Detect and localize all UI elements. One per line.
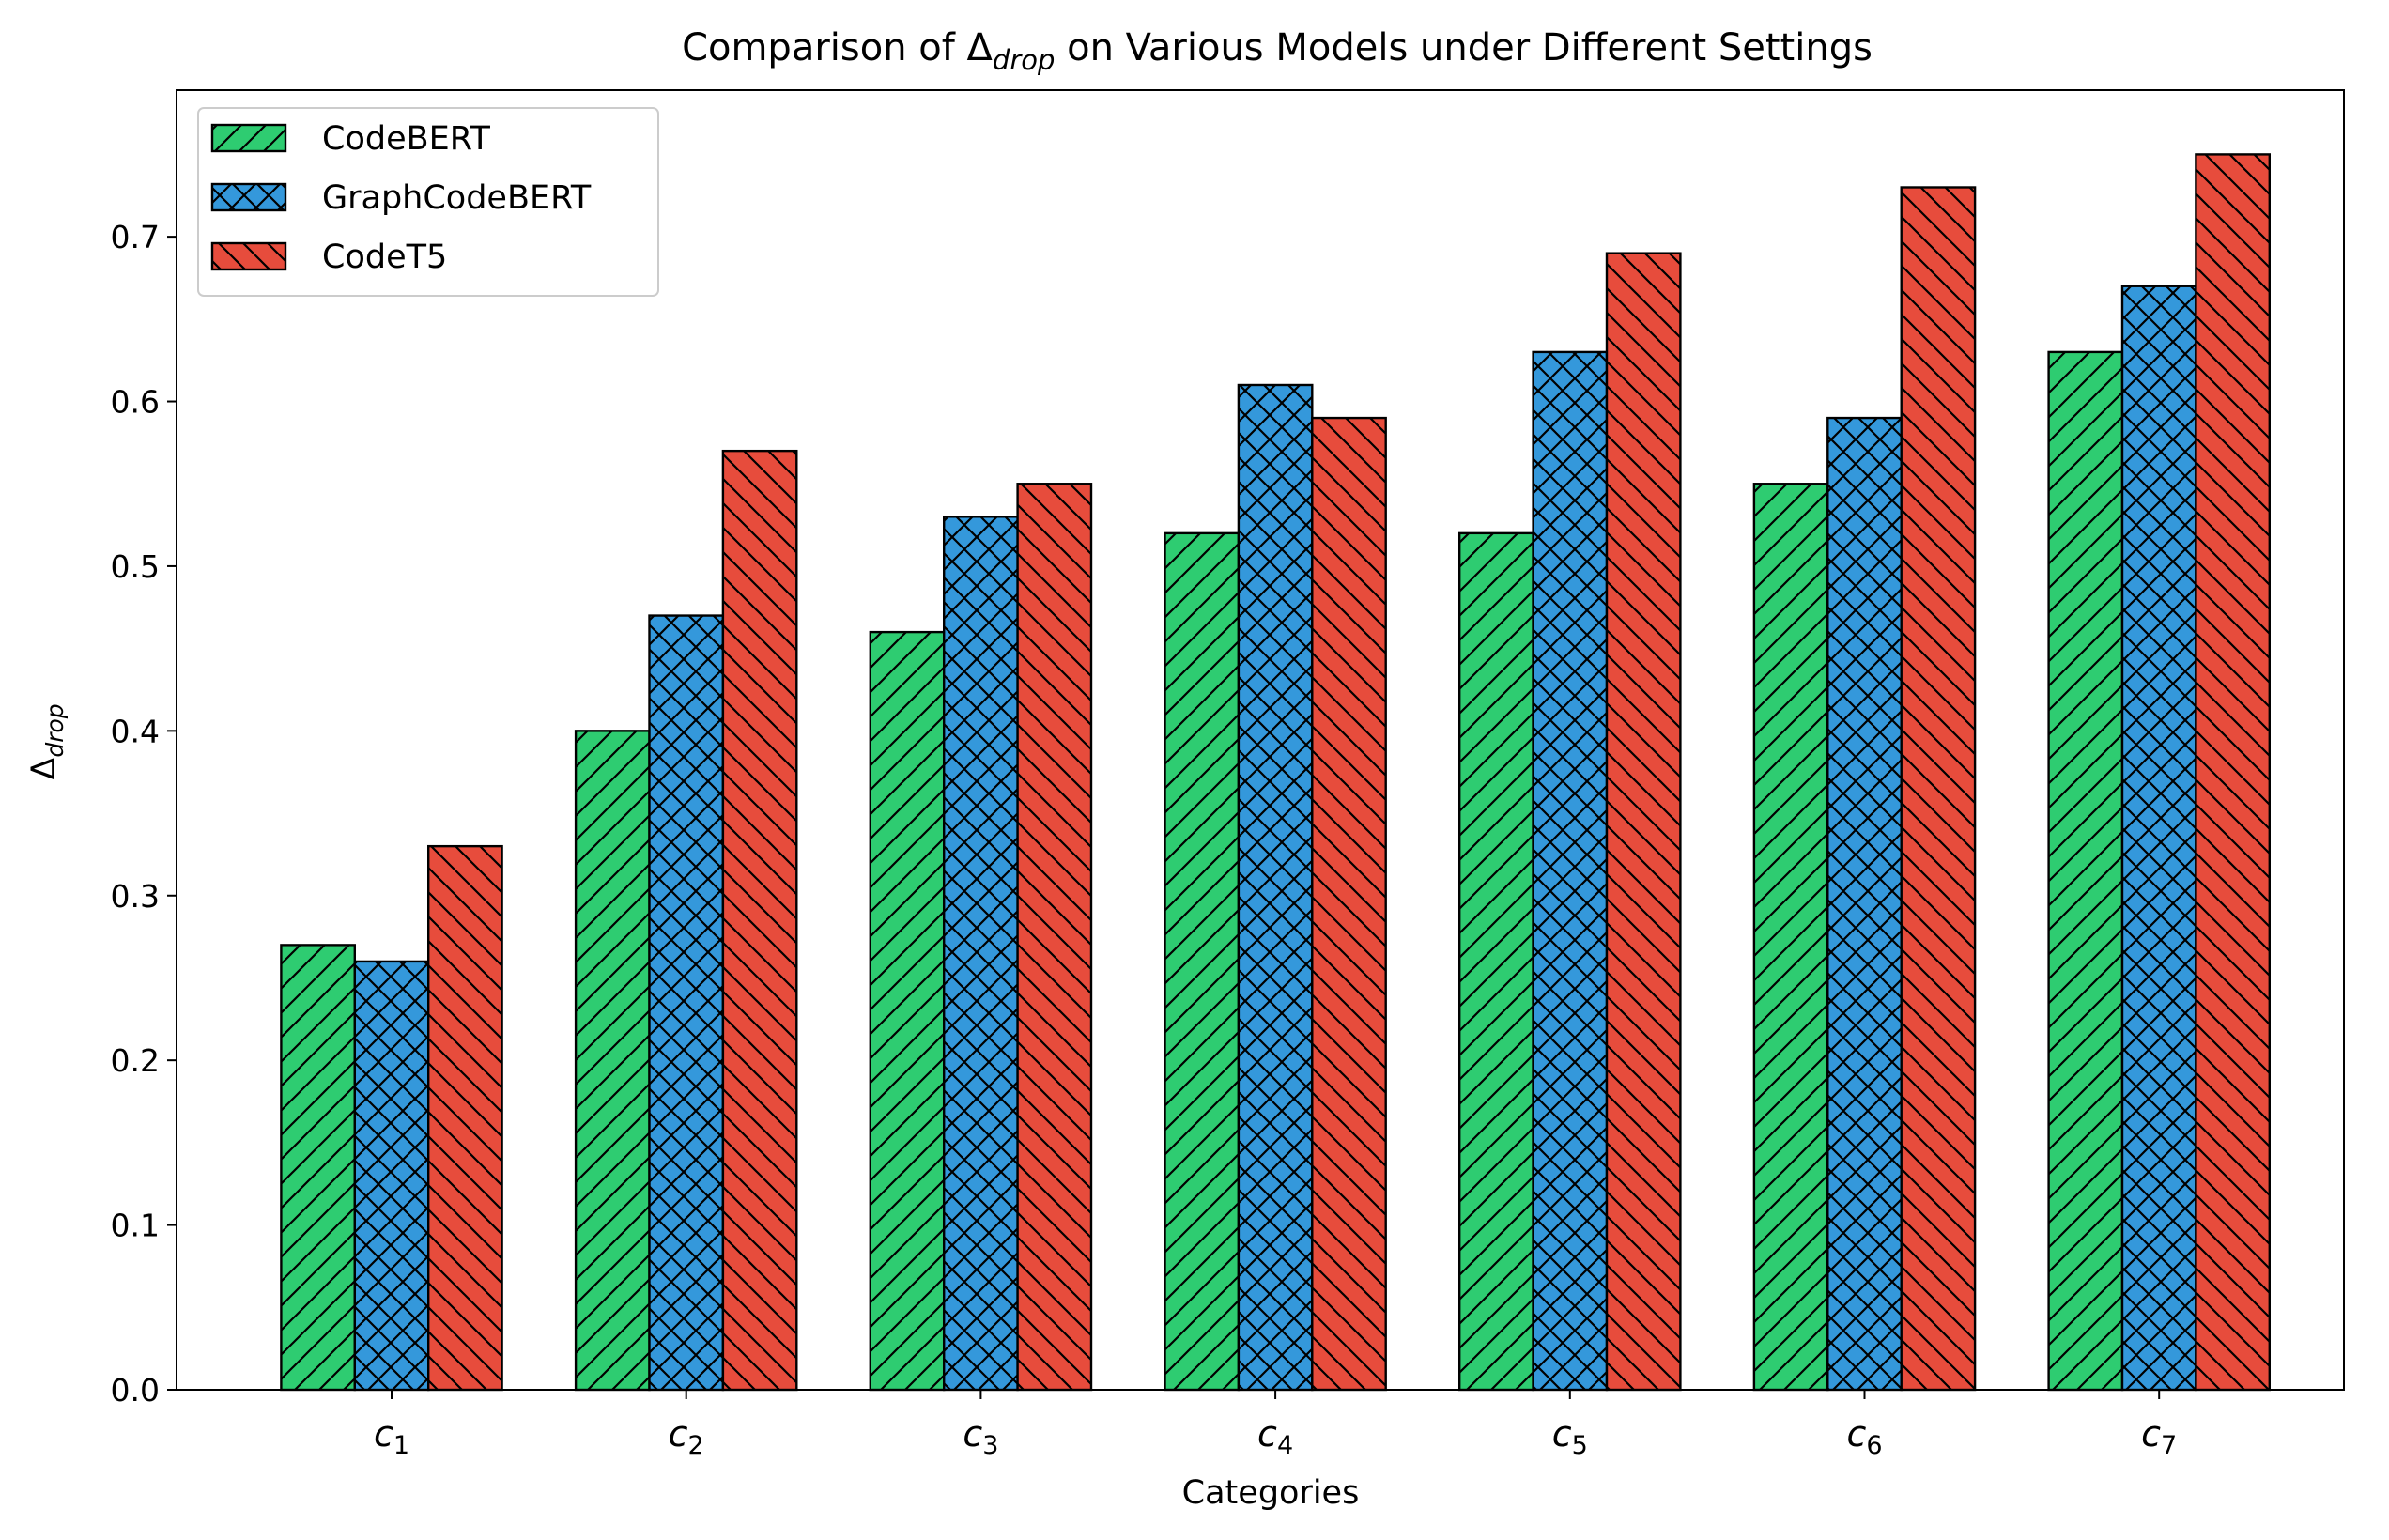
bars-group: [280, 153, 2271, 1392]
codebert-bar-c7: [2047, 350, 2124, 1392]
graphcodebert-bar-c3: [943, 516, 1019, 1392]
x-tick-label-c5: c5: [1552, 1413, 1588, 1460]
x-tick-label-c1: c1: [374, 1413, 409, 1460]
graphcodebert-bar-c1: [353, 960, 430, 1392]
legend-label-codebert: CodeBERT: [322, 120, 491, 158]
legend-frame: [197, 107, 659, 297]
codebert-bar-c1: [280, 944, 356, 1392]
y-tick-label: 0.2: [111, 1042, 160, 1079]
x-tick-label-c2: c2: [669, 1413, 704, 1460]
y-tick-label: 0.1: [111, 1208, 160, 1244]
codebert-bar-c5: [1457, 531, 1534, 1392]
codet5-bar-c7: [2195, 153, 2271, 1392]
y-tick-label: 0.5: [111, 548, 160, 585]
codet5-bar-c4: [1311, 416, 1387, 1392]
legend-swatch-codebert: [210, 123, 287, 153]
codebert-bar-c6: [1752, 483, 1829, 1392]
legend-label-graphcodebert: GraphCodeBERT: [322, 179, 592, 217]
graphcodebert-bar-c5: [1532, 350, 1609, 1392]
legend-swatch-graphcodebert: [210, 182, 287, 212]
x-axis-ticks: c1 c2 c3 c4 c5 c6 c7: [374, 1390, 2177, 1460]
codet5-bar-c5: [1605, 252, 1682, 1392]
codet5-bar-c3: [1016, 483, 1093, 1392]
y-axis-label: Δdrop: [25, 703, 69, 779]
codet5-bar-c6: [1900, 186, 1977, 1392]
x-tick-label-c7: c7: [2141, 1413, 2177, 1460]
x-tick-label-c3: c3: [963, 1413, 998, 1460]
codet5-bar-c1: [427, 844, 503, 1392]
codebert-bar-c2: [574, 730, 651, 1392]
codebert-bar-c4: [1164, 531, 1241, 1392]
plot-frame: [176, 89, 2345, 1391]
legend: CodeBERT GraphCodeBERT CodeT5: [197, 107, 659, 297]
graphcodebert-bar-c6: [1826, 416, 1903, 1392]
x-axis-label: Categories: [1182, 1474, 1360, 1512]
graphcodebert-bar-c2: [648, 614, 725, 1392]
graphcodebert-bar-c4: [1237, 383, 1314, 1392]
y-tick-label: 0.3: [111, 878, 160, 915]
legend-label-codet5: CodeT5: [322, 239, 447, 276]
codebert-bar-c3: [869, 630, 946, 1392]
y-tick-label: 0.7: [111, 219, 160, 255]
y-tick-label: 0.4: [111, 713, 160, 749]
y-axis-ticks: 0.0 0.1 0.2 0.3 0.4 0.5 0.6 0.7: [111, 219, 177, 1409]
x-tick-label-c6: c6: [1846, 1413, 1882, 1460]
x-tick-label-c4: c4: [1257, 1413, 1293, 1460]
codet5-bar-c2: [721, 449, 798, 1392]
legend-swatch-codet5: [210, 241, 287, 271]
chart-title: Comparison of Δdrop on Various Models un…: [682, 26, 1873, 76]
y-tick-label: 0.6: [111, 384, 160, 421]
y-tick-label: 0.0: [111, 1372, 160, 1409]
graphcodebert-bar-c7: [2120, 285, 2197, 1392]
